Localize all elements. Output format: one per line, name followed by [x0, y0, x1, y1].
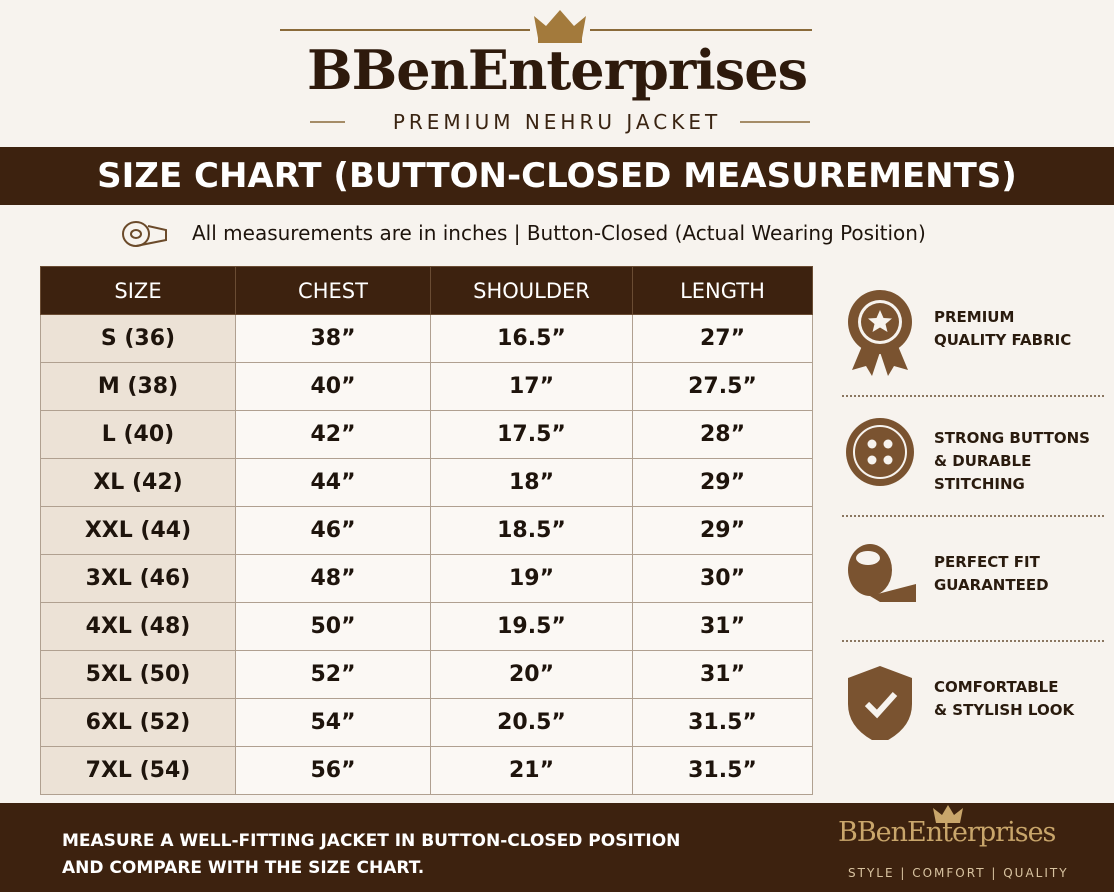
- header-decoration: [280, 10, 812, 123]
- table-cell: 46”: [235, 506, 431, 555]
- feature: COMFORTABLE & STYLISH LOOK: [934, 676, 1074, 722]
- footer-brand: BBenEnterprises: [838, 817, 1056, 848]
- table-cell: M (38): [40, 362, 236, 411]
- table-cell: 31.5”: [632, 698, 813, 747]
- size-table: SIZE CHEST SHOULDER LENGTH S (36) 38” 16.5” 27…: [40, 266, 813, 795]
- footer-line: AND COMPARE WITH THE SIZE CHART.: [62, 858, 425, 878]
- table-cell: 21”: [430, 746, 633, 795]
- feature-line: GUARANTEED: [934, 576, 1049, 594]
- header-row: SIZE CHEST SHOULDER LENGTH: [40, 266, 813, 315]
- table-cell: 38”: [235, 314, 431, 363]
- table-cell: 50”: [235, 602, 431, 651]
- table-cell: 42”: [235, 410, 431, 459]
- column-header: LENGTH: [632, 266, 813, 315]
- table-cell: 31”: [632, 650, 813, 699]
- table-cell: 31.5”: [632, 746, 813, 795]
- feature-line: COMFORTABLE: [934, 678, 1059, 696]
- table-cell: 54”: [235, 698, 431, 747]
- table-cell: 31”: [632, 602, 813, 651]
- table-cell: S (36): [40, 314, 236, 363]
- table-cell: 40”: [235, 362, 431, 411]
- feature-line: PREMIUM: [934, 308, 1015, 326]
- table-row: M (38) 40” 17” 27.5”: [40, 362, 813, 411]
- table-cell: 48”: [235, 554, 431, 603]
- table-cell: 19.5”: [430, 602, 633, 651]
- separator: [842, 395, 1104, 397]
- table-cell: XXL (44): [40, 506, 236, 555]
- table-row: L (40) 42” 17.5” 28”: [40, 410, 813, 459]
- table-cell: 28”: [632, 410, 813, 459]
- table-cell: XL (42): [40, 458, 236, 507]
- table-cell: 27”: [632, 314, 813, 363]
- footer-crown: [933, 805, 963, 823]
- table-cell: 5XL (50): [40, 650, 236, 699]
- table-row: 3XL (46) 48” 19” 30”: [40, 554, 813, 603]
- table-row: 5XL (50) 52” 20” 31”: [40, 650, 813, 699]
- table-row: XXL (44) 46” 18.5” 29”: [40, 506, 813, 555]
- feature-line: PERFECT FIT: [934, 553, 1040, 571]
- table-cell: 27.5”: [632, 362, 813, 411]
- tape-icon: [122, 221, 167, 247]
- footer: [0, 803, 1114, 892]
- table-cell: 4XL (48): [40, 602, 236, 651]
- table-cell: 20.5”: [430, 698, 633, 747]
- feature-icons: [846, 290, 916, 740]
- table-cell: 20”: [430, 650, 633, 699]
- column-header: SIZE: [40, 266, 236, 315]
- footer-text: MEASURE A WELL-FITTING JACKET IN BUTTON-…: [62, 828, 680, 882]
- table-cell: 29”: [632, 506, 813, 555]
- table-cell: L (40): [40, 410, 236, 459]
- column-header: SHOULDER: [430, 266, 633, 315]
- table-cell: 17”: [430, 362, 633, 411]
- column-header: CHEST: [235, 266, 431, 315]
- table-cell: 18”: [430, 458, 633, 507]
- feature: PREMIUM QUALITY FABRIC: [934, 306, 1071, 352]
- table-body: S (36) 38” 16.5” 27” M (38) 40” 17” 27.5” L (40)…: [40, 314, 813, 795]
- feature-line: & DURABLE STITCHING: [934, 452, 1032, 493]
- feature-line: QUALITY FABRIC: [934, 331, 1072, 349]
- footer-tagline: STYLE | COMFORT | QUALITY: [848, 866, 1069, 880]
- feature: STRONG BUTTONS & DURABLE STITCHING: [934, 427, 1114, 496]
- table-cell: 3XL (46): [40, 554, 236, 603]
- table-cell: 30”: [632, 554, 813, 603]
- table-cell: 52”: [235, 650, 431, 699]
- tagline: PREMIUM NEHRU JACKET: [392, 110, 722, 134]
- separator: [842, 515, 1104, 517]
- table-row: 4XL (48) 50” 19.5” 31”: [40, 602, 813, 651]
- table-cell: 18.5”: [430, 506, 633, 555]
- table-row: S (36) 38” 16.5” 27”: [40, 314, 813, 363]
- table-cell: 44”: [235, 458, 431, 507]
- banner-title: SIZE CHART (BUTTON-CLOSED MEASUREMENTS): [0, 147, 1114, 205]
- feature-line: STRONG BUTTONS: [934, 429, 1090, 447]
- table-cell: 7XL (54): [40, 746, 236, 795]
- table-cell: 17.5”: [430, 410, 633, 459]
- table-row: XL (42) 44” 18” 29”: [40, 458, 813, 507]
- table-cell: 29”: [632, 458, 813, 507]
- feature-line: & STYLISH LOOK: [934, 701, 1075, 719]
- table-cell: 6XL (52): [40, 698, 236, 747]
- table-cell: 16.5”: [430, 314, 633, 363]
- feature: PERFECT FIT GUARANTEED: [934, 551, 1049, 597]
- table-cell: 19”: [430, 554, 633, 603]
- table-row: 7XL (54) 56” 21” 31.5”: [40, 746, 813, 795]
- footer-line: MEASURE A WELL-FITTING JACKET IN BUTTON-…: [62, 831, 681, 851]
- note: All measurements are in inches | Button-…: [192, 221, 926, 245]
- table-row: 6XL (52) 54” 20.5” 31.5”: [40, 698, 813, 747]
- table-cell: 56”: [235, 746, 431, 795]
- separator: [842, 640, 1104, 642]
- brand: BBenEnterprises: [307, 38, 808, 102]
